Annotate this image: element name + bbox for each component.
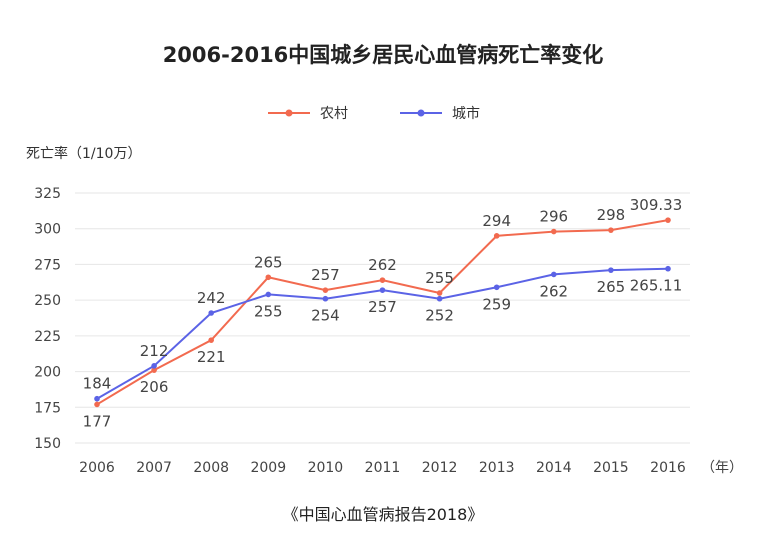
data-point bbox=[608, 227, 614, 233]
y-tick-label: 325 bbox=[34, 186, 61, 202]
data-point bbox=[493, 284, 500, 291]
legend-marker-urban bbox=[417, 109, 425, 117]
data-label: 221 bbox=[197, 348, 226, 366]
data-label: 255 bbox=[254, 302, 283, 320]
data-point bbox=[322, 295, 329, 302]
data-point bbox=[493, 233, 500, 239]
data-label: 309.33 bbox=[630, 196, 683, 214]
data-label: 257 bbox=[368, 298, 397, 316]
data-label: 265 bbox=[597, 278, 626, 296]
data-label: 184 bbox=[83, 375, 112, 393]
data-label: 296 bbox=[539, 208, 568, 226]
x-tick-label: 2007 bbox=[136, 460, 172, 476]
data-point bbox=[665, 217, 671, 223]
data-label: 259 bbox=[482, 295, 511, 313]
data-label: 254 bbox=[311, 307, 340, 325]
x-tick-label: 2006 bbox=[79, 460, 115, 476]
data-label: 257 bbox=[311, 266, 340, 284]
legend-label-rural: 农村 bbox=[320, 106, 348, 122]
data-label: 252 bbox=[425, 307, 454, 325]
x-tick-label: 2012 bbox=[422, 460, 458, 476]
data-point bbox=[265, 291, 272, 298]
data-point bbox=[436, 295, 443, 302]
data-point bbox=[608, 267, 614, 273]
data-label: 206 bbox=[140, 378, 169, 396]
y-axis-ticks: 150 175 200 225 250 275 300 325 bbox=[34, 186, 61, 452]
legend-label-urban: 城市 bbox=[452, 105, 480, 122]
data-point bbox=[151, 367, 157, 373]
y-tick-label: 250 bbox=[34, 293, 61, 309]
gridlines bbox=[75, 192, 690, 444]
y-tick-label: 200 bbox=[34, 365, 61, 381]
data-label: 262 bbox=[539, 282, 568, 300]
y-tick-label: 275 bbox=[34, 257, 61, 273]
data-point bbox=[551, 228, 557, 235]
y-tick-label: 175 bbox=[34, 400, 61, 416]
legend: 农村 城市 bbox=[268, 105, 480, 122]
data-label: 177 bbox=[83, 412, 112, 430]
data-label: 294 bbox=[482, 212, 511, 230]
data-label: 265.11 bbox=[630, 277, 683, 295]
y-axis-label: 死亡率（1/10万） bbox=[26, 145, 141, 162]
data-point bbox=[94, 401, 100, 408]
data-point bbox=[208, 310, 214, 316]
series bbox=[94, 217, 671, 408]
source-note: 《中国心血管病报告2018》 bbox=[283, 505, 484, 524]
x-tick-label: 2016 bbox=[650, 460, 686, 476]
x-axis-unit: （年） bbox=[701, 460, 743, 476]
x-tick-label: 2011 bbox=[365, 460, 401, 476]
y-tick-label: 150 bbox=[34, 436, 61, 452]
data-point bbox=[436, 290, 443, 296]
data-label: 265 bbox=[254, 253, 283, 271]
x-axis-ticks: 2006 2007 2008 2009 2010 2011 2012 2013 2014 2015… bbox=[79, 460, 686, 476]
data-point bbox=[379, 287, 386, 293]
legend-marker-rural bbox=[285, 109, 293, 117]
data-point bbox=[379, 277, 386, 283]
data-point bbox=[322, 287, 329, 293]
data-label: 242 bbox=[197, 289, 226, 307]
data-label: 262 bbox=[368, 256, 397, 274]
chart-title: 2006-2016中国城乡居民心血管病死亡率变化 bbox=[163, 43, 604, 67]
x-tick-label: 2013 bbox=[479, 460, 515, 476]
x-tick-label: 2014 bbox=[536, 460, 572, 476]
data-point bbox=[665, 265, 671, 272]
data-point bbox=[151, 363, 157, 369]
x-tick-label: 2008 bbox=[193, 460, 229, 476]
data-label: 298 bbox=[597, 206, 626, 224]
data-point bbox=[551, 271, 557, 278]
data-point bbox=[94, 395, 100, 402]
x-tick-label: 2015 bbox=[593, 460, 629, 476]
data-point bbox=[208, 337, 214, 343]
x-tick-label: 2010 bbox=[308, 460, 344, 476]
data-point bbox=[265, 274, 272, 281]
x-tick-label: 2009 bbox=[250, 460, 286, 476]
data-label: 212 bbox=[140, 342, 169, 360]
y-tick-label: 225 bbox=[34, 329, 61, 345]
y-tick-label: 300 bbox=[34, 222, 61, 238]
data-label: 255 bbox=[425, 269, 454, 287]
